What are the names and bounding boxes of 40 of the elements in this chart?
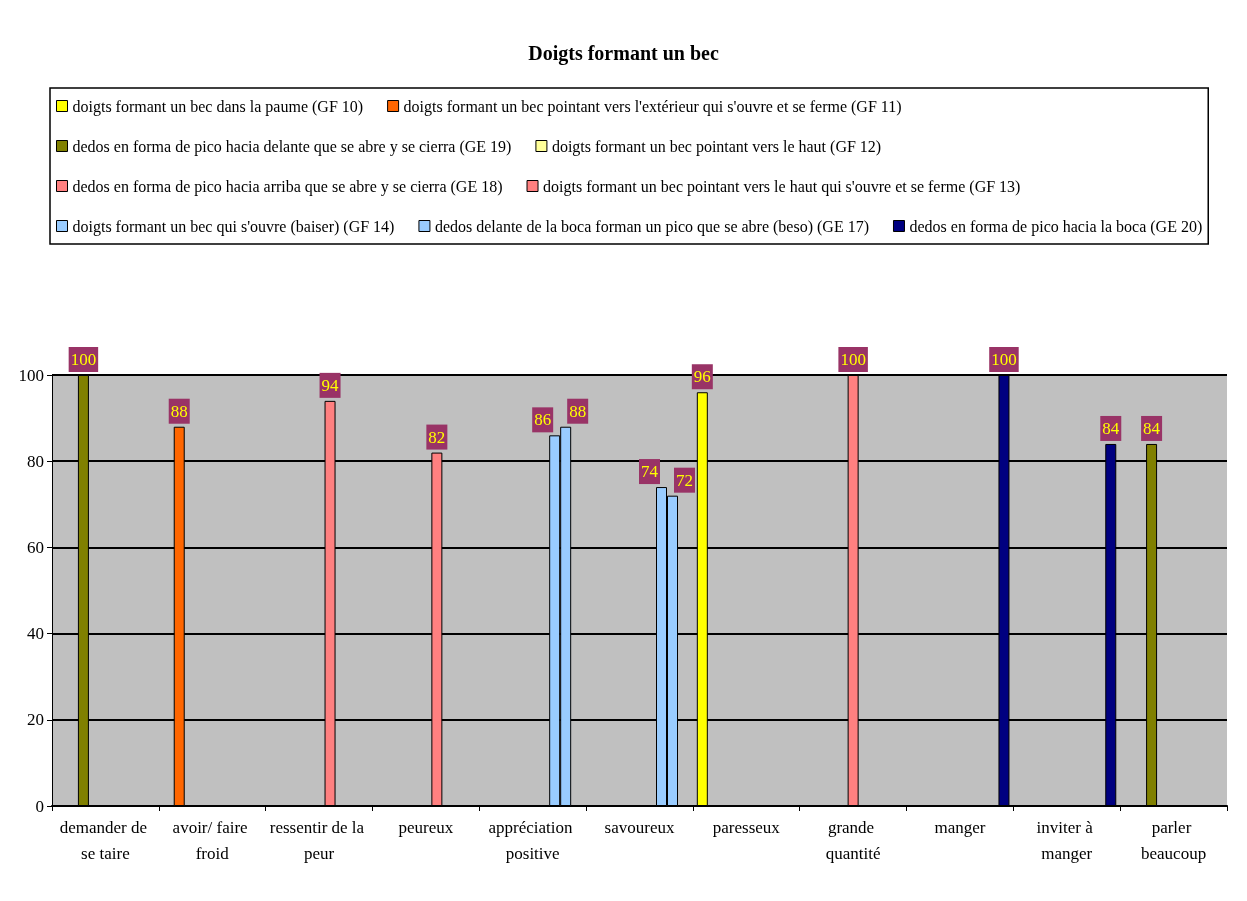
x-tick-label: appréciation positive	[488, 817, 577, 863]
data-label: 88	[170, 401, 188, 421]
data-label: 88	[569, 401, 587, 421]
legend-label: dedos en forma de pico hacia delante que se abre y se cierra (GE 19)	[72, 137, 512, 156]
data-label: 96	[693, 367, 711, 387]
x-tick-label: ressentir de la peur	[269, 817, 369, 863]
y-tick-label: 100	[18, 365, 44, 385]
x-tick-label: peureux	[398, 817, 454, 837]
data-label: 94	[321, 375, 340, 395]
legend-label: doigts formant un bec dans la paume (GF 10)	[72, 97, 364, 116]
y-tick-label: 0	[35, 796, 44, 816]
legend-label: dedos en forma de pico hacia la boca (GE 20)	[909, 217, 1203, 236]
legend-label: doigts formant un bec pointant vers le haut (GF 12)	[551, 137, 882, 156]
data-label: 86	[534, 410, 552, 430]
x-tick-label: manger	[934, 817, 986, 837]
legend-label: dedos en forma de pico hacia arriba que se abre y se cierra (GE 18)	[72, 177, 503, 196]
y-tick-label: 40	[27, 624, 44, 644]
y-tick-label: 80	[27, 451, 44, 471]
chart-title: Doigts formant un bec	[528, 42, 719, 65]
legend-label: doigts formant un bec pointant vers le haut qui s'ouvre et se ferme (GF 13)	[543, 177, 1021, 196]
x-tick-label: grande quantité	[825, 817, 881, 863]
x-tick-label: avoir/ faire froid	[172, 817, 252, 863]
y-tick-label: 20	[27, 710, 44, 730]
data-label: 100	[70, 350, 97, 369]
data-label: 74	[641, 462, 659, 482]
x-tick-label: savoureux	[604, 817, 675, 837]
legend-label: doigts formant un bec pointant vers l'extérieur qui s'ouvre et se ferme (GF 11)	[403, 97, 902, 116]
data-label: 72	[676, 470, 693, 490]
legend-label: dedos delante de la boca forman un pico que se abre (beso) (GE 17)	[434, 217, 869, 236]
x-tick-label: paresseux	[712, 817, 781, 837]
data-label: 84	[1143, 418, 1161, 438]
x-tick-label: demander de se taire	[59, 817, 152, 863]
y-tick-label: 60	[27, 537, 44, 557]
legend-label: doigts formant un bec qui s'ouvre (baiser) (GF 14)	[72, 217, 395, 236]
x-tick-label: parler beaucoup	[1141, 817, 1207, 863]
data-label: 100	[840, 350, 866, 369]
x-tick-label: inviter à manger	[1036, 817, 1097, 863]
data-label: 84	[1102, 418, 1120, 438]
data-label: 100	[991, 350, 1017, 369]
data-label: 82	[428, 427, 446, 447]
